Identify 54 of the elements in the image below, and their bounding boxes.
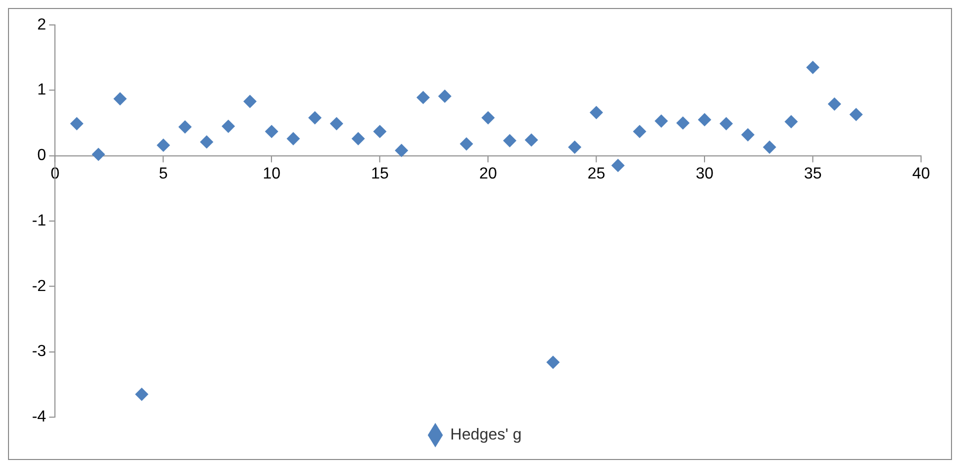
- point: [806, 60, 820, 74]
- point: [70, 117, 84, 130]
- point: [156, 138, 170, 152]
- point: [850, 108, 863, 121]
- point: [763, 140, 776, 154]
- point: [612, 159, 624, 172]
- point: [286, 132, 300, 146]
- y-tick-label: -3: [32, 343, 46, 360]
- point: [265, 125, 278, 138]
- point: [654, 114, 668, 128]
- y-tick-label: -1: [32, 212, 46, 230]
- point: [373, 125, 386, 138]
- point: [633, 125, 646, 138]
- point: [330, 117, 344, 130]
- point: [590, 106, 603, 120]
- point: [503, 134, 516, 148]
- point: [676, 116, 690, 130]
- point: [416, 91, 430, 104]
- point: [568, 140, 582, 154]
- x-tick-label: 20: [479, 166, 498, 183]
- point: [438, 90, 452, 103]
- x-tick-label: 15: [370, 166, 389, 183]
- point: [460, 137, 473, 150]
- point: [178, 120, 192, 134]
- point: [482, 111, 495, 124]
- y-tick-label: 2: [37, 16, 46, 34]
- point: [524, 134, 538, 146]
- x-tick-label: 5: [158, 166, 168, 183]
- x-tick-label: 10: [262, 166, 281, 183]
- point: [200, 135, 214, 148]
- point: [395, 144, 408, 157]
- x-tick-label: 40: [912, 166, 930, 183]
- y-tick-label: -4: [32, 408, 46, 426]
- y-tick-label: 1: [37, 82, 46, 99]
- x-tick-label: 30: [696, 166, 714, 183]
- point: [308, 111, 322, 124]
- x-tick-label: 0: [50, 166, 60, 183]
- x-tick-label: 25: [587, 166, 606, 183]
- point: [114, 92, 127, 106]
- point: [243, 94, 256, 108]
- point: [698, 113, 712, 126]
- point: [741, 128, 754, 142]
- point: [92, 148, 105, 161]
- x-tick-label: 35: [804, 166, 822, 183]
- legend-label: Hedges' g: [450, 426, 522, 444]
- point: [222, 120, 235, 133]
- point: [352, 132, 365, 146]
- point: [135, 388, 148, 401]
- point: [784, 115, 798, 128]
- y-tick-label: -2: [32, 278, 46, 295]
- point: [546, 356, 560, 369]
- point: [828, 98, 841, 111]
- y-tick-label: 0: [37, 147, 46, 164]
- point: [720, 117, 733, 130]
